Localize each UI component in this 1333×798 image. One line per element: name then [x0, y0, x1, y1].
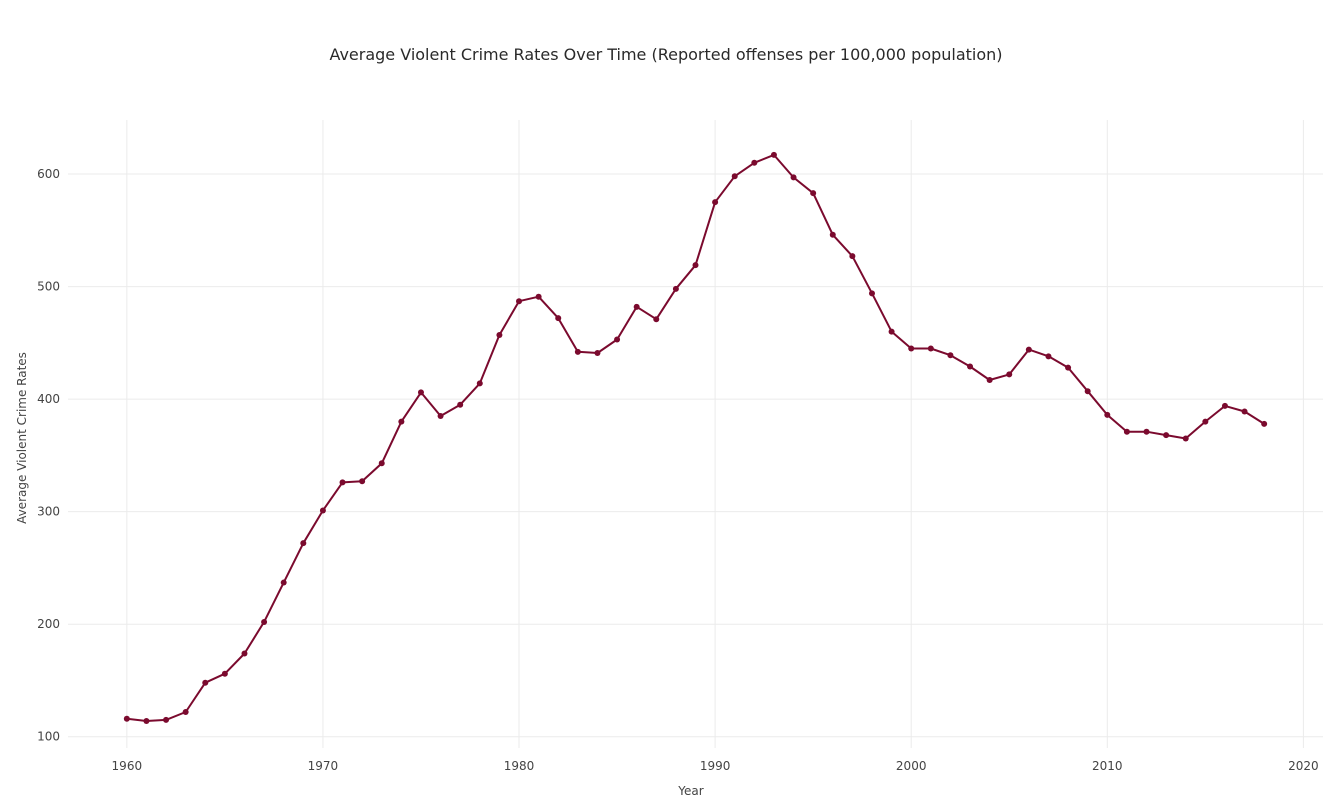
- data-point: [1182, 435, 1189, 442]
- data-point: [1241, 408, 1248, 415]
- data-point: [202, 679, 209, 686]
- data-point: [1025, 346, 1032, 353]
- data-point: [672, 285, 679, 292]
- data-point: [1006, 371, 1013, 378]
- data-point: [614, 336, 621, 343]
- x-axis-label: Year: [677, 784, 703, 798]
- x-tick-label: 1970: [308, 759, 339, 773]
- data-point: [653, 316, 660, 323]
- data-point: [1104, 411, 1111, 418]
- data-point: [143, 717, 150, 724]
- data-point: [280, 579, 287, 586]
- data-point: [594, 349, 601, 356]
- data-point: [1084, 388, 1091, 395]
- y-tick-label: 400: [37, 392, 60, 406]
- chart-title: Average Violent Crime Rates Over Time (R…: [329, 45, 1002, 64]
- data-point: [908, 345, 915, 352]
- data-point: [457, 401, 464, 408]
- data-point: [829, 231, 836, 238]
- series-line: [126, 153, 1265, 722]
- data-point: [810, 190, 817, 197]
- data-point: [496, 331, 503, 338]
- data-point: [967, 363, 974, 370]
- data-point: [437, 412, 444, 419]
- data-point: [770, 151, 777, 158]
- data-point: [241, 650, 248, 657]
- data-point: [417, 389, 424, 396]
- data-point: [163, 716, 170, 723]
- data-point: [927, 345, 934, 352]
- data-point: [516, 298, 523, 305]
- data-point: [182, 708, 189, 715]
- x-tick-label: 1980: [504, 759, 535, 773]
- y-tick-label: 300: [37, 505, 60, 519]
- data-point: [1123, 428, 1130, 435]
- data-point: [261, 618, 268, 625]
- tick-layer: 1960 1970 1980 1990 2000 2010 2020 100 200 300 400…: [37, 167, 1319, 773]
- x-tick-label: 1990: [700, 759, 731, 773]
- data-point: [712, 199, 719, 206]
- data-point: [359, 478, 366, 485]
- data-point: [378, 460, 385, 467]
- grid-layer: [68, 120, 1323, 748]
- data-point: [319, 507, 326, 514]
- data-point: [123, 715, 130, 722]
- x-tick-label: 1960: [112, 759, 143, 773]
- data-point: [888, 328, 895, 335]
- data-point: [1261, 420, 1268, 427]
- y-tick-label: 500: [37, 280, 60, 294]
- data-point: [947, 352, 954, 359]
- data-point: [339, 479, 346, 486]
- x-tick-label: 2000: [896, 759, 927, 773]
- data-point: [1065, 364, 1072, 371]
- data-point: [692, 262, 699, 269]
- data-point: [1221, 402, 1228, 409]
- data-point: [300, 540, 307, 547]
- y-tick-label: 200: [37, 617, 60, 631]
- data-point: [731, 173, 738, 180]
- data-point: [751, 159, 758, 166]
- y-axis-label: Average Violent Crime Rates: [15, 352, 29, 524]
- x-tick-label: 2020: [1288, 759, 1319, 773]
- y-tick-label: 600: [37, 167, 60, 181]
- x-tick-label: 2010: [1092, 759, 1123, 773]
- data-point: [555, 315, 562, 322]
- data-point: [1045, 353, 1052, 360]
- series-layer: [123, 151, 1268, 724]
- data-point: [574, 348, 581, 355]
- data-point: [986, 376, 993, 383]
- data-point: [633, 303, 640, 310]
- data-point: [1163, 432, 1170, 439]
- data-point: [1143, 428, 1150, 435]
- data-point: [868, 290, 875, 297]
- data-point: [790, 174, 797, 181]
- data-point: [221, 670, 228, 677]
- data-point: [476, 380, 483, 387]
- data-point: [1202, 418, 1209, 425]
- data-point: [398, 418, 405, 425]
- y-tick-label: 100: [37, 730, 60, 744]
- data-point: [849, 253, 856, 260]
- data-point: [535, 293, 542, 300]
